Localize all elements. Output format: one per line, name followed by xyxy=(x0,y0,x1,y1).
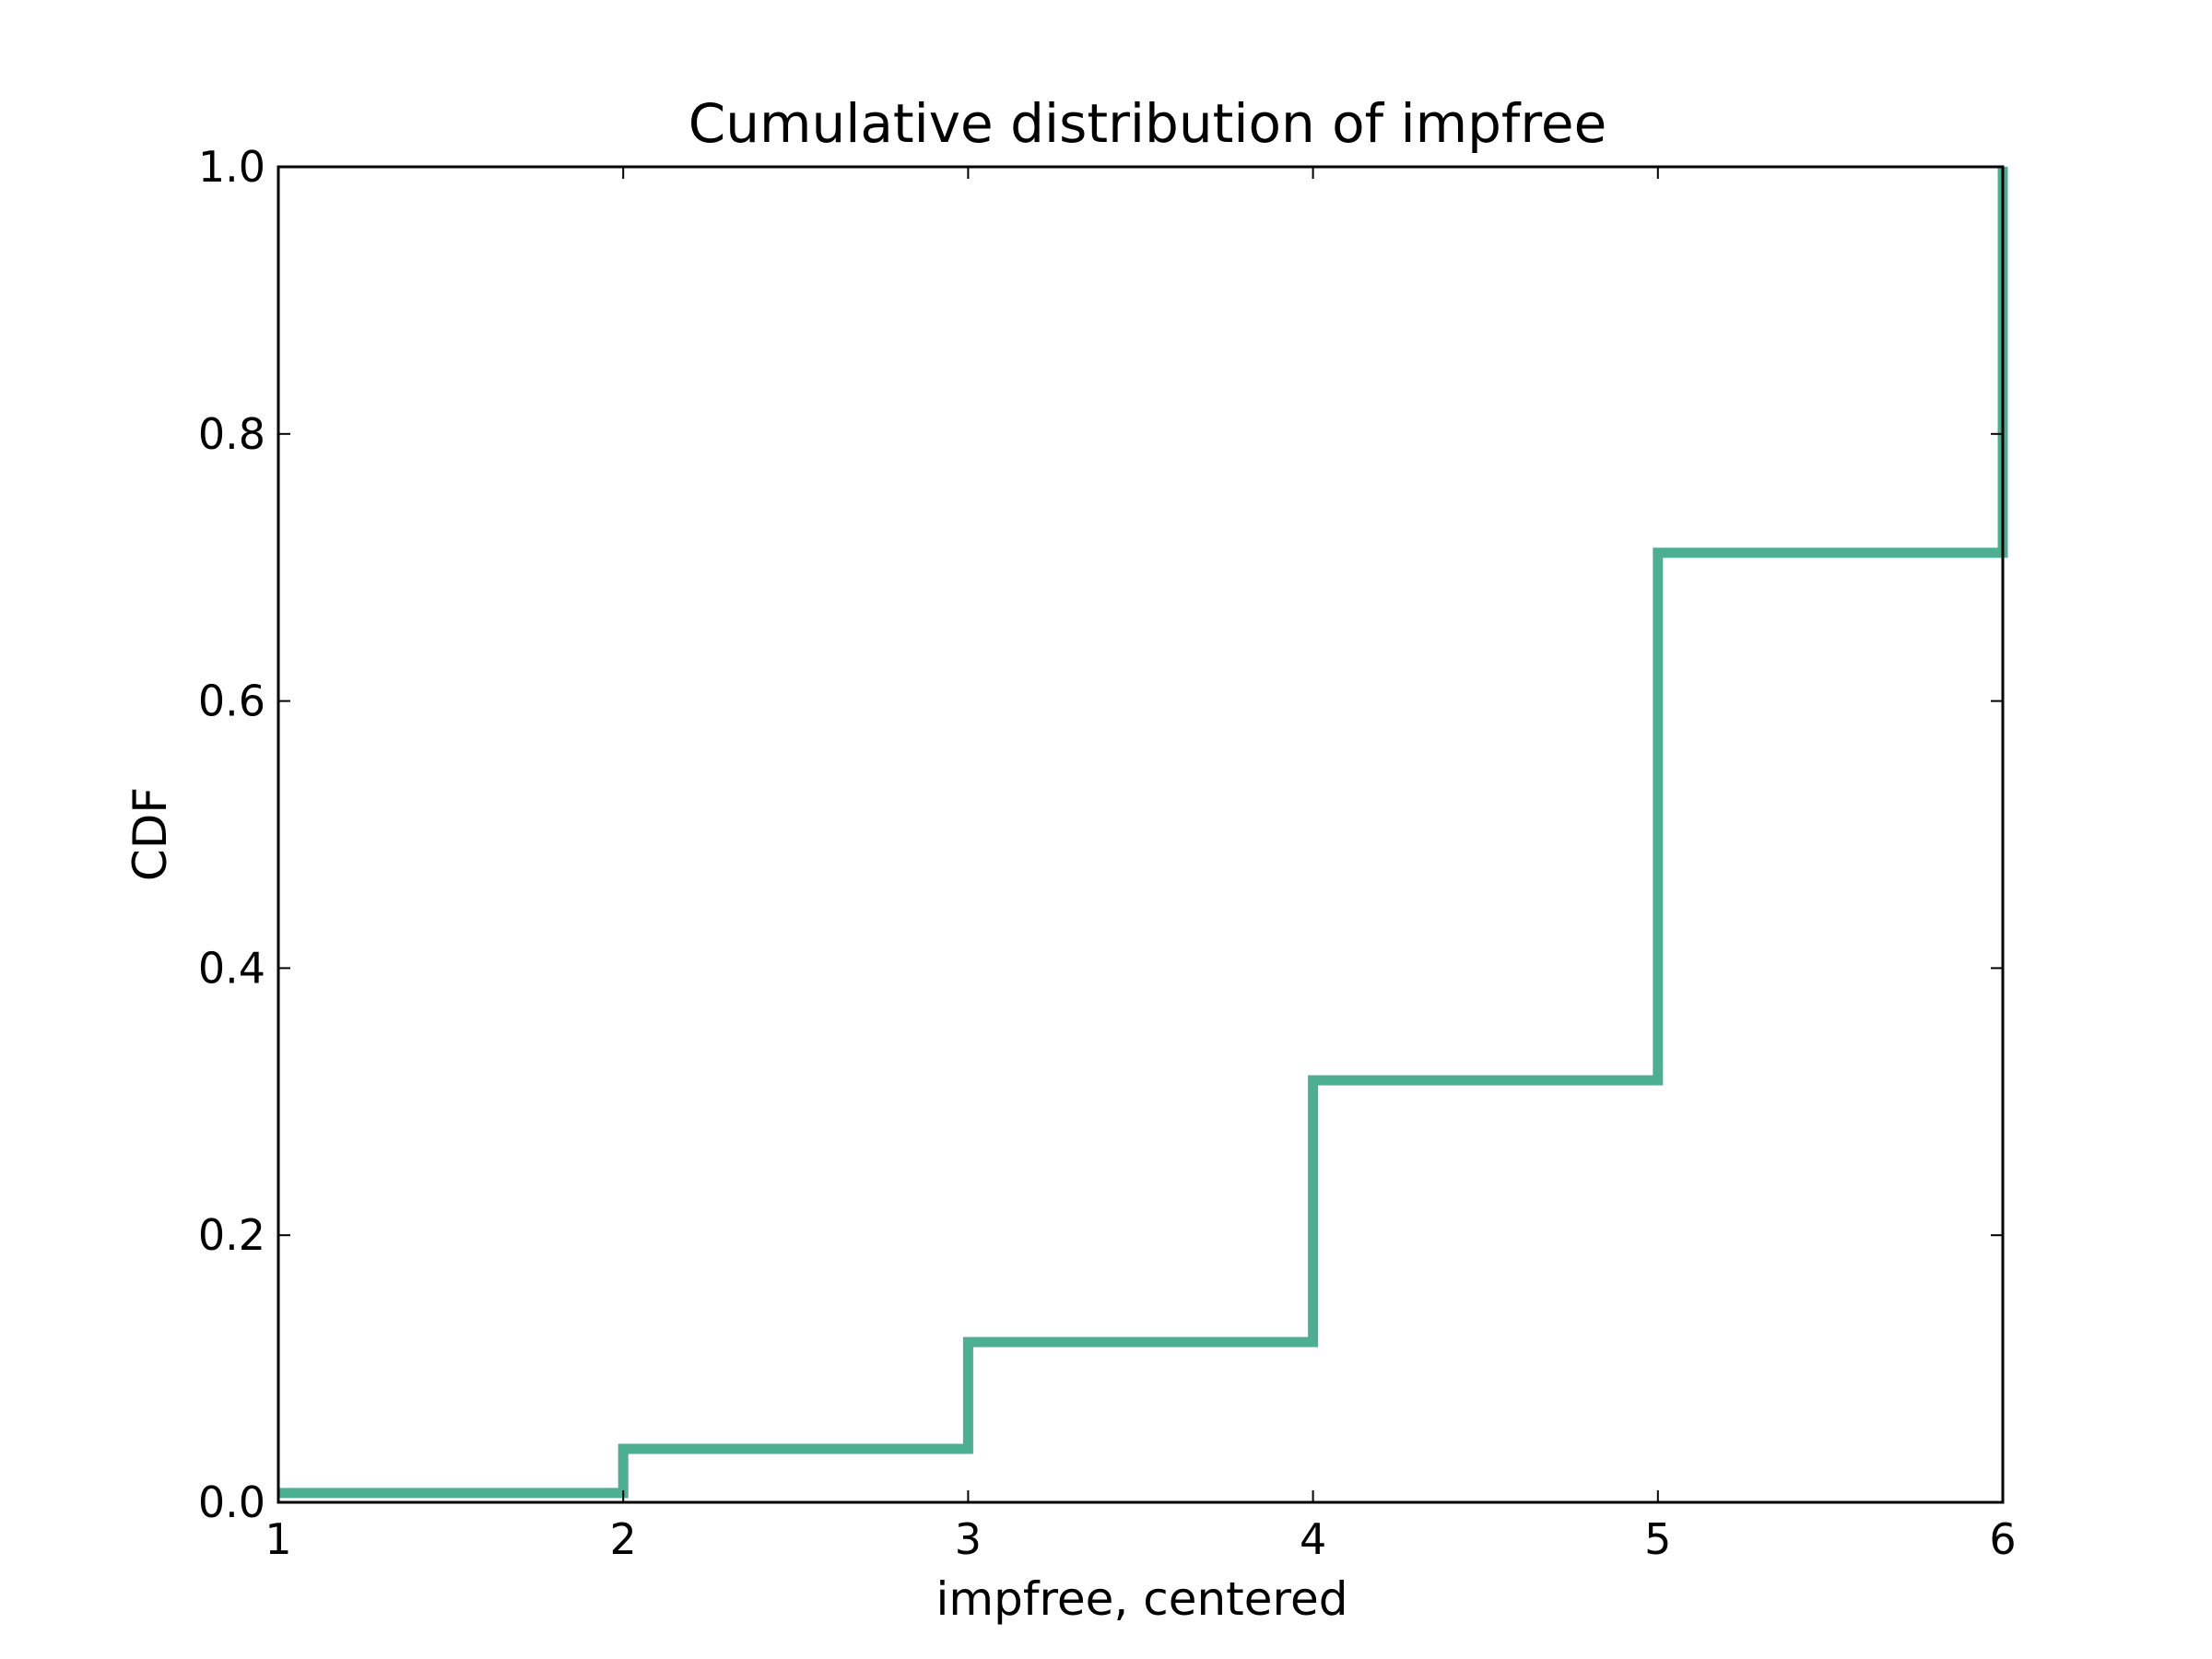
y-axis-label: CDF xyxy=(124,787,177,881)
x-tick-label-5: 6 xyxy=(1989,1514,2016,1564)
y-tick-label-1: 0.2 xyxy=(198,1210,265,1260)
plot-frame xyxy=(276,165,2005,1504)
x-axis-label: impfree, centered xyxy=(936,1572,1348,1626)
y-tick-label-3: 0.6 xyxy=(198,677,265,726)
series-layer xyxy=(278,167,2008,1499)
x-tick-label-4: 5 xyxy=(1644,1514,1671,1564)
tick-layer xyxy=(277,166,2004,1503)
y-tick-label-4: 0.8 xyxy=(198,409,265,459)
tick-label-layer: 1 2 3 4 5 6 0.0 0.2 0.4 0.6 0.8 1.0 xyxy=(198,142,2017,1564)
y-tick-label-2: 0.4 xyxy=(198,943,265,993)
x-tick-label-1: 2 xyxy=(610,1514,637,1564)
x-tick-label-2: 3 xyxy=(955,1514,982,1564)
x-tick-label-0: 1 xyxy=(265,1514,291,1564)
y-tick-label-0: 0.0 xyxy=(198,1477,265,1527)
chart-title: Cumulative distribution of impfree xyxy=(688,92,1607,155)
cdf-step-line-0 xyxy=(278,167,2008,1499)
x-tick-label-3: 4 xyxy=(1300,1514,1326,1564)
y-tick-label-5: 1.0 xyxy=(198,142,265,192)
